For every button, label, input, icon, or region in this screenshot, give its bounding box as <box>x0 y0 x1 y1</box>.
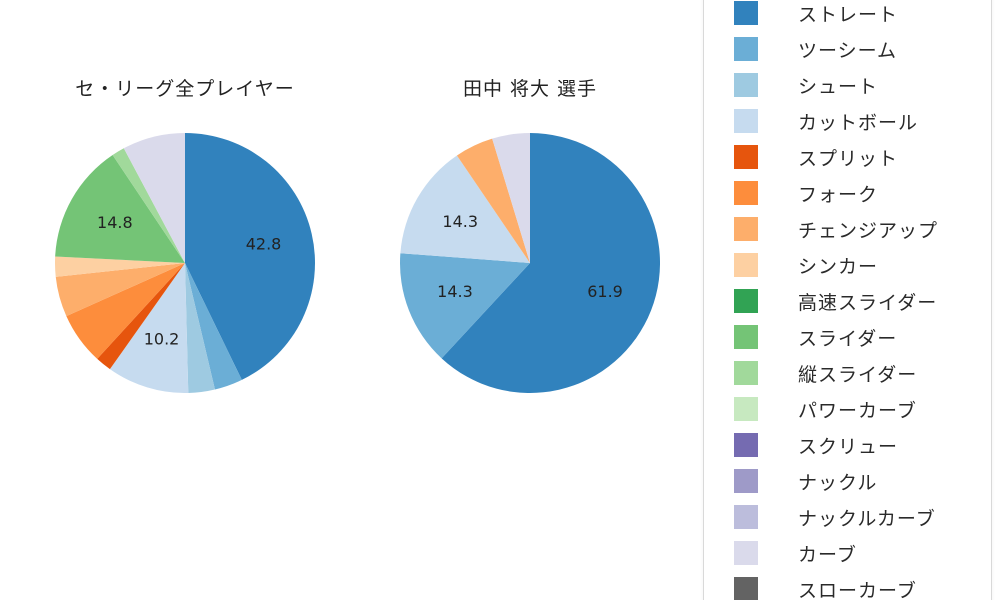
legend-item[interactable]: カットボール <box>734 109 991 134</box>
pie-slice[interactable] <box>55 256 185 277</box>
legend-swatch <box>734 361 758 385</box>
pie-slice[interactable] <box>66 263 185 359</box>
pie-chart-player: 61.9 14.3 14.3 <box>400 133 660 393</box>
legend-swatch <box>734 505 758 529</box>
legend-item-label: 高速スライダー <box>798 291 938 314</box>
legend-item-label: スローカーブ <box>798 579 917 600</box>
legend-swatch <box>734 325 758 349</box>
legend-swatch <box>734 181 758 205</box>
legend-swatch <box>734 217 758 241</box>
legend-item[interactable]: パワーカーブ <box>734 397 991 422</box>
legend-item[interactable]: シンカー <box>734 253 991 278</box>
legend-swatch <box>734 37 758 61</box>
legend-item-label: ナックル <box>798 471 878 494</box>
legend-item[interactable]: チェンジアップ <box>734 217 991 242</box>
pie-slice-label: 61.9 <box>587 282 623 301</box>
legend-item[interactable]: ストレート <box>734 1 991 26</box>
pie-slice[interactable] <box>185 263 215 393</box>
pie-slice-label: 42.8 <box>246 234 282 253</box>
legend-item[interactable]: スプリット <box>734 145 991 170</box>
pie-slice[interactable] <box>112 148 185 263</box>
pie-slice[interactable] <box>185 133 315 380</box>
legend-item-label: シンカー <box>798 255 879 278</box>
legend-panel: ストレートツーシームシュートカットボール スプリットフォークチェンジアップ シンカー… <box>703 0 992 600</box>
legend-item[interactable]: フォーク <box>734 181 991 206</box>
legend-item-label: シュート <box>798 75 879 98</box>
legend-swatch <box>734 73 758 97</box>
legend-item-label: スプリット <box>798 147 899 170</box>
legend-item[interactable]: シュート <box>734 73 991 98</box>
legend-swatch <box>734 289 758 313</box>
legend-item[interactable]: 縦スライダー <box>734 361 991 386</box>
pie-slice[interactable] <box>55 263 185 317</box>
chart-title-player: 田中 将大 選手 <box>462 78 598 100</box>
legend-item-label: チェンジアップ <box>798 219 939 242</box>
legend-swatch <box>734 433 758 457</box>
pie-slice-label: 10.2 <box>144 330 180 349</box>
legend-item[interactable]: ツーシーム <box>734 37 991 62</box>
pie-slice-label: 14.3 <box>437 282 473 301</box>
pie-slice[interactable] <box>97 263 185 370</box>
legend-swatch <box>734 109 758 133</box>
legend-swatch <box>734 1 758 25</box>
legend-swatch <box>734 541 758 565</box>
pie-slice[interactable] <box>456 138 530 263</box>
pie-slice[interactable] <box>492 133 530 263</box>
legend-item[interactable]: カーブ <box>734 541 991 566</box>
legend-item[interactable]: ナックルカーブ <box>734 505 991 530</box>
legend-swatch <box>734 253 758 277</box>
pie-slice[interactable] <box>185 263 242 390</box>
pie-slice[interactable] <box>400 253 530 359</box>
legend-item[interactable]: スライダー <box>734 325 991 350</box>
legend-item[interactable]: 高速スライダー <box>734 289 991 314</box>
pie-slice[interactable] <box>109 263 189 393</box>
legend-swatch <box>734 577 758 600</box>
pie-chart-league: 42.8 10.2 14.8 <box>55 133 315 393</box>
pie-slice[interactable] <box>441 133 660 393</box>
pie-slice[interactable] <box>123 133 185 263</box>
legend-item-label: カットボール <box>798 111 919 134</box>
legend-list: ストレートツーシームシュートカットボール スプリットフォークチェンジアップ シンカー… <box>734 1 991 600</box>
pie-slice-label: 14.8 <box>97 213 133 232</box>
legend-item[interactable]: ナックル <box>734 469 991 494</box>
legend-item-label: 縦スライダー <box>798 363 918 386</box>
legend-item-label: スライダー <box>798 327 898 350</box>
legend-item-label: ストレート <box>798 3 899 26</box>
pie-slice-label: 14.3 <box>442 212 478 231</box>
legend-item[interactable]: スローカーブ <box>734 577 991 600</box>
legend-swatch <box>734 469 758 493</box>
legend-item-label: カーブ <box>798 543 857 566</box>
legend-item-label: パワーカーブ <box>798 399 917 422</box>
legend-swatch <box>734 397 758 421</box>
legend-swatch <box>734 145 758 169</box>
chart-title-league: セ・リーグ全プレイヤー <box>75 78 295 100</box>
legend-item-label: ツーシーム <box>798 39 898 62</box>
legend-item[interactable]: スクリュー <box>734 433 991 458</box>
legend-item-label: フォーク <box>798 183 879 206</box>
pie-slice[interactable] <box>55 155 185 263</box>
legend-item-label: スクリュー <box>798 435 899 458</box>
pie-slice[interactable] <box>400 155 530 263</box>
legend-item-label: ナックルカーブ <box>798 507 936 530</box>
